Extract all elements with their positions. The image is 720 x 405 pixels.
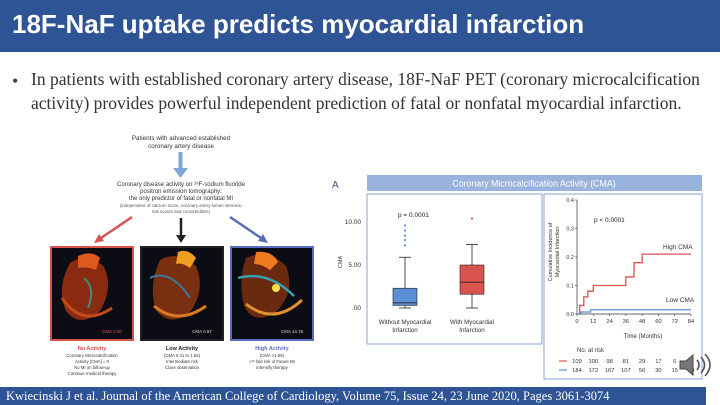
- group-label: Without Myocardial: [379, 319, 432, 326]
- no-activity-heading: No Activity: [78, 346, 107, 352]
- km-frame: [543, 193, 703, 380]
- km-y-tick-label: 0.4: [566, 198, 574, 204]
- boxplot-ytick: .00: [352, 305, 361, 312]
- at-risk-value: 98: [606, 359, 612, 365]
- at-risk-value: 167: [605, 368, 615, 374]
- no-activity-line: No MI on follow-up: [74, 365, 110, 370]
- no-activity-panel: CMA 0.00: [50, 246, 134, 341]
- at-risk-value: 56: [639, 368, 645, 374]
- top-box-line-2: coronary artery disease: [148, 143, 214, 150]
- bullet-text: In patients with established coronary ar…: [31, 69, 700, 113]
- km-y-tick-label: 0.2: [566, 255, 574, 261]
- high-activity-line: (CMA >1.56): [260, 353, 285, 358]
- boxplot-ylabel: CMA: [338, 256, 344, 269]
- boxplot-p-value: p = 0.0001: [398, 212, 429, 219]
- low-cma-curve: [577, 309, 691, 315]
- km-legend-high: High CMA: [663, 244, 693, 251]
- middle-text-line-3: the only predictor of fatal or nonfatal …: [129, 196, 233, 202]
- low-activity-line: (CMA 0.01 to 1.56): [164, 353, 201, 358]
- left-arrow: [97, 215, 133, 242]
- km-x-tick-label: 24: [606, 319, 613, 325]
- km-ylabel: Myocardial Infarction: [555, 227, 561, 278]
- middle-text-line-1: Coronary disease activity on ¹⁸F-sodium …: [117, 181, 246, 188]
- at-risk-value: 30: [655, 368, 661, 374]
- km-x-tick-label: 36: [623, 319, 629, 325]
- central-illustration: Patients with advanced established coron…: [50, 135, 314, 376]
- low-activity-line: Intermediate risk: [166, 359, 199, 364]
- high-activity-line: >7-fold risk of Future MI: [249, 359, 295, 364]
- at-risk-value: 184: [572, 368, 582, 374]
- km-x-tick-label: 0: [575, 319, 578, 325]
- blue-arrow-shaft: [178, 152, 183, 168]
- km-legend-low: Low CMA: [666, 297, 695, 304]
- group-label: Infarction: [392, 327, 418, 334]
- low-activity-heading: Low Activity: [166, 346, 199, 352]
- middle-text-line-2: positron emission tomography:: [140, 189, 222, 195]
- at-risk-value: 172: [588, 368, 598, 374]
- km-y-tick-label: 0.1: [566, 284, 574, 290]
- km-ylabel: Cumulative Incidence of: [548, 222, 554, 281]
- cma-label: CMA 14.76: [281, 329, 304, 334]
- speaker-icon[interactable]: [676, 350, 714, 380]
- low-activity-panel: CMA 0.97: [140, 246, 224, 341]
- citation: Kwiecinski J et al. Journal of the Ameri…: [0, 387, 706, 405]
- group-label: Infarction: [459, 327, 485, 334]
- km-y-tick-label: 0.3: [566, 227, 574, 233]
- group-label: With Myocardial: [450, 319, 494, 326]
- at-risk-value: 6: [673, 359, 676, 365]
- boxplot-ytick: 10.00: [345, 219, 362, 226]
- cma-label: CMA 0.97: [192, 329, 212, 334]
- slide-title: 18F-NaF uptake predicts myocardial infar…: [12, 9, 585, 39]
- km-x-tick-label: 72: [671, 319, 677, 325]
- outlier-point: [403, 244, 407, 247]
- panel-label: A: [332, 180, 339, 191]
- km-x-tick-label: 60: [655, 319, 661, 325]
- no-activity-line: Continue medical therapy: [68, 371, 118, 376]
- chart-title-bar: [367, 175, 702, 191]
- at-risk-value: 100: [588, 359, 598, 365]
- no-activity-line: Coronary Microcalcification: [66, 353, 118, 358]
- cma-chart-figure: A Coronary Microcalcification Activity (…: [332, 175, 703, 380]
- at-risk-value: 109: [572, 359, 582, 365]
- at-risk-value: 15: [671, 368, 677, 374]
- low-activity-line: Close observation: [165, 365, 200, 370]
- outlier-point: [403, 224, 407, 227]
- chart-title: Coronary Microcalcification Activity (CM…: [452, 179, 615, 189]
- km-x-tick-label: 12: [590, 319, 596, 325]
- outlier-point: [403, 238, 407, 242]
- cma-label: CMA 0.00: [102, 329, 122, 334]
- outlier-point: [403, 229, 407, 232]
- at-risk-label: No. at risk: [577, 348, 605, 354]
- middle-text-line-5: risk scores and comorbidities): [152, 209, 211, 214]
- high-activity-panel: CMA 14.76: [230, 246, 314, 341]
- at-risk-value: 107: [621, 368, 631, 374]
- right-arrow: [229, 215, 265, 242]
- km-x-tick-label: 48: [639, 319, 645, 325]
- at-risk-value: 81: [623, 359, 629, 365]
- title-bar: [0, 0, 720, 52]
- boxplot-ytick: 5.00: [348, 262, 361, 269]
- km-xlabel: Time (Months): [624, 334, 662, 340]
- high-activity-heading: High Activity: [255, 346, 289, 352]
- at-risk-value: 29: [639, 359, 645, 365]
- box: [459, 264, 485, 295]
- outlier-point: [470, 217, 474, 220]
- no-activity-line: Activity [CMA] = 0: [75, 359, 110, 364]
- km-x-tick-label: 84: [688, 319, 695, 325]
- km-p-value: p < 0.0001: [594, 217, 625, 224]
- high-cma-curve: [577, 253, 691, 315]
- blue-arrow-head: [173, 168, 188, 178]
- high-activity-line: Intensify therapy: [256, 365, 288, 370]
- top-box-line-1: Patients with advanced established: [132, 135, 231, 142]
- at-risk-value: 17: [655, 359, 661, 365]
- middle-text-line-4: (independent of calcium score, coronary …: [120, 203, 242, 208]
- km-y-tick-label: 0.0: [566, 312, 574, 318]
- bullet-marker: •: [12, 71, 19, 91]
- outlier-point: [403, 234, 407, 237]
- box: [392, 287, 418, 306]
- boxplot-frame: [366, 193, 543, 345]
